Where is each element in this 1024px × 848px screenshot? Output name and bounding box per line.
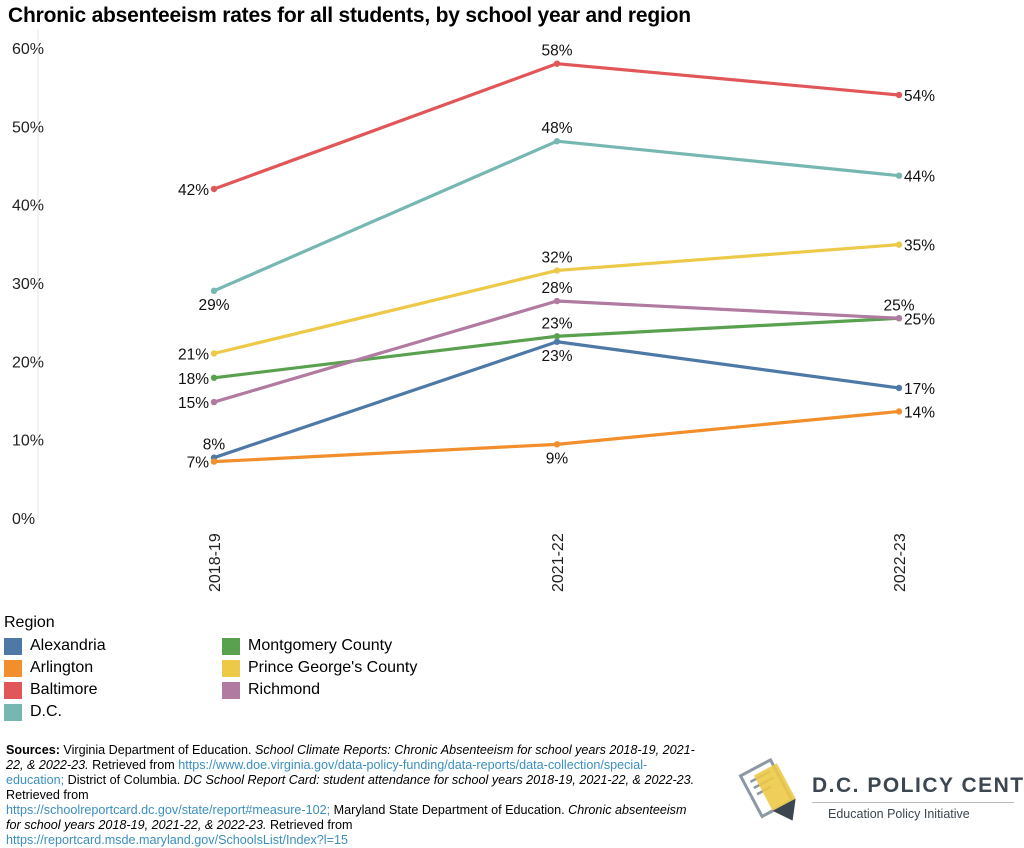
- data-point: [210, 374, 218, 381]
- y-tick-label: 40%: [12, 198, 44, 215]
- legend-item: Arlington: [4, 657, 93, 679]
- data-label: 14%: [904, 404, 935, 421]
- data-label: 48%: [541, 120, 572, 137]
- data-label: 21%: [178, 347, 209, 364]
- sources-label: Sources:: [6, 743, 60, 757]
- data-point: [553, 441, 561, 448]
- chart-title: Chronic absenteeism rates for all studen…: [8, 4, 691, 27]
- data-label: 28%: [541, 280, 572, 297]
- data-label: 7%: [187, 455, 210, 472]
- data-point: [210, 458, 218, 465]
- document-pen-icon: [738, 757, 796, 821]
- data-label: 35%: [904, 238, 935, 255]
- data-label: 54%: [904, 88, 935, 105]
- sources-text: Virginia Department of Education.: [59, 743, 255, 757]
- y-axis: 0% 10% 20% 30% 40% 50% 60%: [12, 30, 44, 528]
- x-tick-label: 2021-22: [550, 533, 567, 592]
- data-label: 25%: [904, 311, 935, 328]
- legend-swatch: [4, 703, 22, 721]
- sources-text: Maryland State Department of Education.: [330, 803, 569, 817]
- legend-label: Montgomery County: [248, 637, 393, 654]
- data-label: 29%: [198, 297, 229, 314]
- legend-swatch: [4, 637, 22, 655]
- legend-item: Richmond: [222, 679, 320, 701]
- dc-policy-center-logo: D.C. POLICY CENTER Education Policy Init…: [738, 752, 1024, 832]
- data-labels: 8% 23% 17% 7% 9% 14% 42% 58% 54% 29% 48% 44% 18% 23% 2…: [178, 43, 935, 472]
- data-label: 42%: [178, 182, 209, 199]
- data-point: [553, 60, 561, 67]
- y-tick-label: 0%: [12, 511, 35, 528]
- data-label: 18%: [178, 371, 209, 388]
- data-point: [210, 398, 218, 406]
- sources-link[interactable]: https://www.doe.virginia.gov/data-policy…: [6, 758, 648, 787]
- sources-text: Retrieved from: [6, 788, 89, 802]
- data-point: [895, 408, 903, 415]
- data-point: [210, 350, 218, 357]
- legend-label: Richmond: [248, 681, 321, 698]
- legend-label: Arlington: [30, 659, 94, 676]
- legend-label: Alexandria: [30, 637, 106, 654]
- data-label: 25%: [883, 297, 914, 314]
- sources-link[interactable]: https://schoolreportcard.dc.gov/state/re…: [6, 803, 331, 817]
- data-label: 8%: [203, 437, 226, 454]
- data-point: [895, 315, 903, 322]
- x-axis: 2018-19 2021-22 2022-23: [207, 533, 909, 592]
- data-label: 32%: [541, 249, 572, 266]
- data-point: [895, 91, 903, 99]
- sources-text: Retrieved from: [88, 758, 179, 772]
- sources-title: DC School Report Card: student attendanc…: [183, 773, 695, 787]
- legend-title: Region: [4, 614, 55, 631]
- line-chart: 0% 10% 20% 30% 40% 50% 60% 2018-19 2021-22 2022-…: [12, 30, 935, 592]
- legend-item: Prince George's County: [222, 657, 417, 679]
- data-label: 15%: [178, 395, 209, 412]
- data-point: [553, 138, 561, 145]
- data-label: 23%: [541, 348, 572, 365]
- sources-note: Sources: Virginia Department of Educatio…: [6, 743, 696, 848]
- legend-label: Baltimore: [30, 681, 98, 698]
- legend: Region Alexandria Arlington Baltimore D.C. M…: [4, 614, 604, 724]
- data-point: [553, 297, 561, 305]
- y-tick-label: 50%: [12, 119, 44, 136]
- sources-text: District of Columbia.: [64, 773, 184, 787]
- logo-subtitle: Education Policy Initiative: [828, 807, 970, 821]
- data-point: [553, 338, 561, 345]
- data-label: 17%: [904, 381, 935, 398]
- data-label: 58%: [541, 43, 572, 60]
- data-point: [553, 267, 561, 274]
- sources-text: Retrieved from: [266, 818, 353, 832]
- data-point: [210, 287, 218, 295]
- x-tick-label: 2018-19: [207, 533, 224, 592]
- legend-item: Baltimore: [4, 679, 98, 701]
- logo-divider: [812, 802, 1014, 803]
- logo-name: D.C. POLICY CENTER: [812, 774, 1024, 797]
- data-point: [895, 172, 903, 179]
- data-point: [895, 241, 903, 248]
- legend-item: Montgomery County: [222, 635, 392, 657]
- sources-title: Chronic absenteeism for school years 201…: [6, 803, 687, 832]
- data-point: [553, 333, 561, 340]
- legend-item: Alexandria: [4, 635, 106, 657]
- data-label: 44%: [904, 169, 935, 186]
- sources-link[interactable]: https://reportcard.msde.maryland.gov/Sch…: [6, 833, 348, 847]
- legend-swatch: [4, 681, 22, 699]
- y-tick-label: 10%: [12, 433, 44, 450]
- legend-label: Prince George's County: [248, 659, 418, 676]
- x-tick-label: 2022-23: [892, 533, 909, 592]
- y-tick-label: 60%: [12, 41, 44, 58]
- legend-label: D.C.: [30, 703, 62, 720]
- data-point: [895, 384, 903, 392]
- data-point: [210, 185, 218, 193]
- legend-swatch: [222, 681, 240, 699]
- legend-swatch: [222, 637, 240, 655]
- sources-title: School Climate Reports: Chronic Absentee…: [6, 743, 695, 772]
- legend-swatch: [4, 659, 22, 677]
- data-label: 9%: [546, 450, 569, 467]
- data-points: [210, 60, 903, 465]
- legend-item: D.C.: [4, 701, 62, 723]
- legend-swatch: [222, 659, 240, 677]
- y-tick-label: 30%: [12, 276, 44, 293]
- y-tick-label: 20%: [12, 354, 44, 371]
- data-label: 23%: [541, 315, 572, 332]
